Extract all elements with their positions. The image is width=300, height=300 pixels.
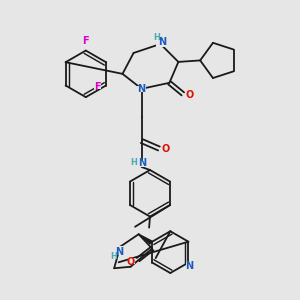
Bar: [134, 160, 146, 167]
Text: N: N: [116, 247, 124, 257]
Text: F: F: [94, 82, 100, 92]
Text: H: H: [110, 252, 117, 261]
Text: N: N: [158, 38, 166, 47]
Text: N: N: [138, 84, 146, 94]
Bar: [113, 246, 124, 254]
Bar: [186, 262, 194, 269]
Bar: [185, 91, 193, 97]
Polygon shape: [139, 234, 152, 244]
Bar: [128, 258, 135, 264]
Text: H: H: [153, 33, 160, 42]
Bar: [162, 145, 169, 152]
Text: N: N: [185, 261, 193, 271]
Text: F: F: [82, 36, 89, 46]
Text: H: H: [130, 158, 137, 167]
Bar: [137, 85, 146, 92]
Text: O: O: [185, 90, 194, 100]
Bar: [82, 38, 89, 45]
Text: O: O: [162, 144, 170, 154]
Bar: [156, 38, 165, 47]
Bar: [94, 82, 101, 89]
Text: N: N: [138, 158, 146, 168]
Text: O: O: [127, 257, 135, 267]
